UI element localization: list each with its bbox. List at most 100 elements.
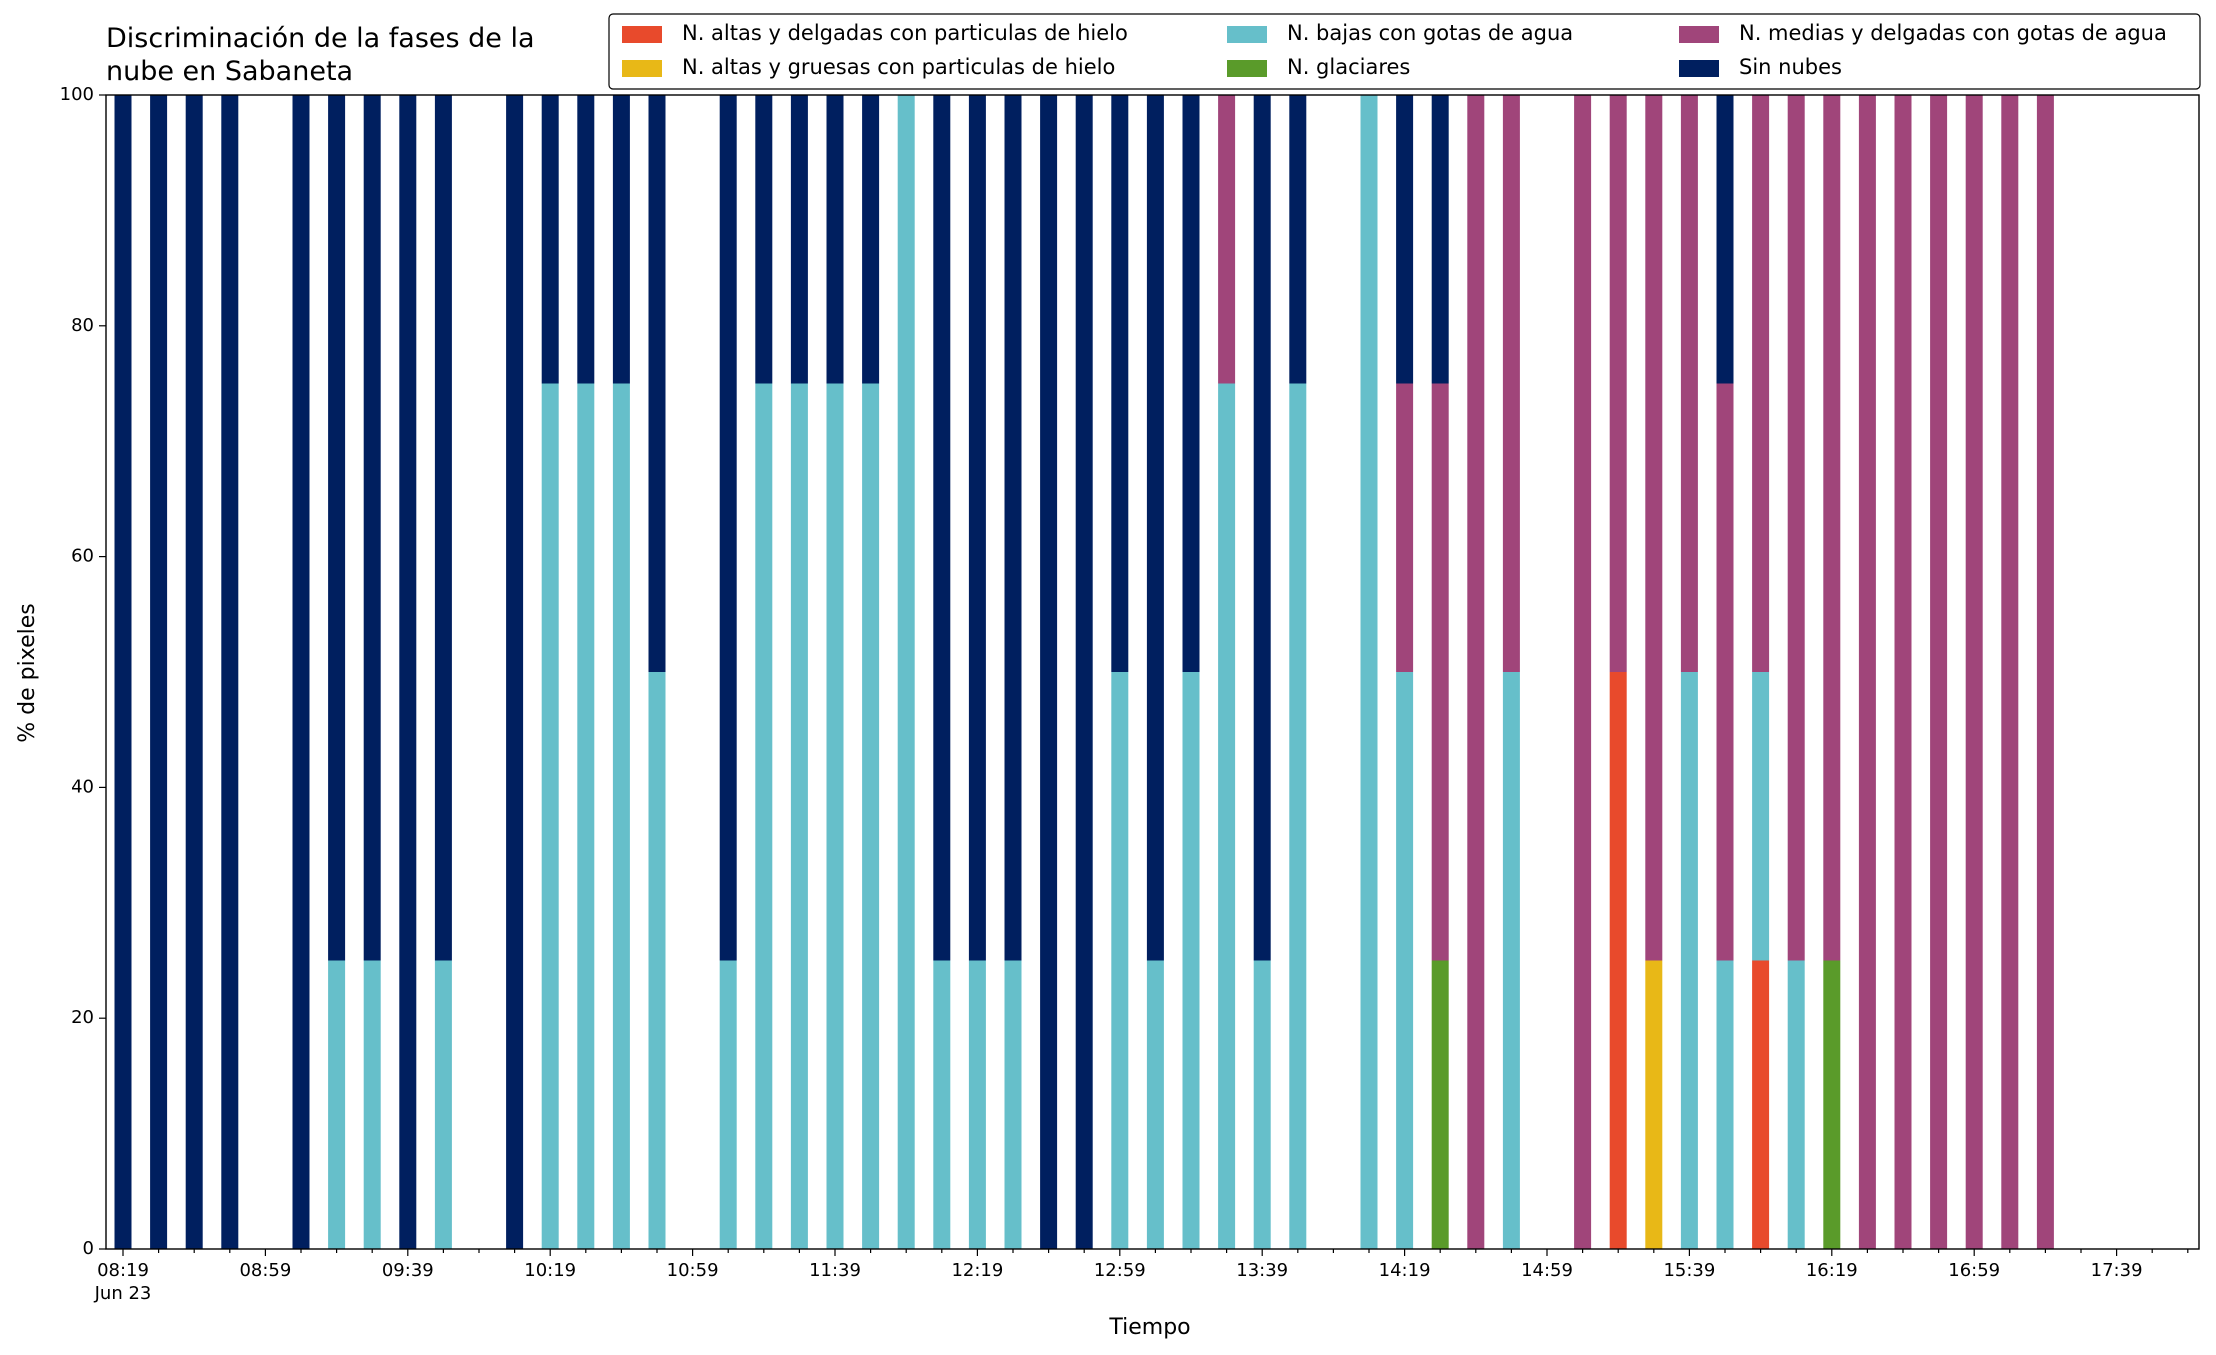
bar-segment: [1289, 95, 1307, 384]
bar-segment: [1716, 960, 1734, 1249]
x-tick-label: 08:19: [97, 1260, 149, 1281]
bar-segment: [1396, 95, 1414, 384]
legend-label: N. glaciares: [1287, 55, 1410, 79]
bar-segment: [541, 383, 559, 1249]
x-tick-label: 14:19: [1379, 1260, 1431, 1281]
y-tick-label: 80: [71, 315, 94, 336]
bar-segment: [719, 95, 737, 961]
bar-segment: [1858, 95, 1876, 1249]
legend-label: N. altas y delgadas con particulas de hi…: [682, 21, 1128, 45]
legend-swatch: [1679, 26, 1719, 43]
x-tick-label: 12:59: [1094, 1260, 1146, 1281]
bar-segment: [1396, 672, 1414, 1249]
bar-segment: [1574, 95, 1592, 1249]
bar-segment: [150, 95, 168, 1249]
bar-segment: [1146, 960, 1164, 1249]
bar-segment: [1752, 95, 1770, 672]
bar-segment: [790, 95, 808, 384]
legend-swatch: [1679, 60, 1719, 77]
bar-segment: [1111, 672, 1129, 1249]
bar-segment: [577, 383, 595, 1249]
bar-segment: [1787, 95, 1805, 961]
chart-title: Discriminación de la fases de la nube en…: [106, 23, 535, 87]
x-date-label: Jun 23: [94, 1283, 152, 1304]
bar-segment: [1752, 672, 1770, 961]
legend-swatch: [622, 60, 662, 77]
legend-box: [608, 13, 2201, 90]
bar-segment: [1894, 95, 1912, 1249]
bar-segment: [1289, 383, 1307, 1249]
bar-segment: [1182, 95, 1200, 672]
bar-segment: [328, 960, 346, 1249]
bar-segment: [1502, 672, 1520, 1249]
bar-segment: [1111, 95, 1129, 672]
bar-segment: [1823, 95, 1841, 961]
y-axis-label: % de pixeles: [15, 603, 40, 742]
x-tick-label: 09:39: [382, 1260, 434, 1281]
bar-segment: [1609, 672, 1627, 1249]
bar-segment: [541, 95, 559, 384]
bar-segment: [790, 383, 808, 1249]
x-tick-label: 16:19: [1806, 1260, 1858, 1281]
bar-segment: [221, 95, 239, 1249]
bar-segment: [1253, 95, 1271, 961]
bar-segment: [648, 95, 666, 672]
bar-segment: [506, 95, 524, 1249]
bar-segment: [968, 95, 986, 961]
x-tick-label: 13:39: [1236, 1260, 1288, 1281]
bar-segment: [1075, 95, 1093, 1249]
bar-segment: [1004, 95, 1022, 961]
bar-segment: [826, 95, 844, 384]
bar-segment: [1645, 960, 1663, 1249]
bar-segment: [862, 383, 880, 1249]
bar-segment: [1609, 95, 1627, 672]
bar-segment: [612, 95, 630, 384]
legend-label: Sin nubes: [1739, 55, 1842, 79]
y-tick-label: 60: [71, 546, 94, 567]
legend-swatch: [1227, 60, 1267, 77]
legend-label: N. bajas con gotas de agua: [1287, 21, 1573, 45]
bar-segment: [2036, 95, 2054, 1249]
bar-segment: [1431, 960, 1449, 1249]
bar-segment: [1467, 95, 1485, 1249]
bar-segment: [399, 95, 417, 1249]
bar-segment: [1253, 960, 1271, 1249]
bar-segment: [612, 383, 630, 1249]
bar-segment: [897, 95, 915, 1249]
y-tick-label: 0: [83, 1238, 94, 1259]
bar-segment: [292, 95, 310, 1249]
bar-segment: [719, 960, 737, 1249]
x-tick-label: 08:59: [239, 1260, 291, 1281]
bar-segment: [2001, 95, 2019, 1249]
legend-label: N. altas y gruesas con particulas de hie…: [682, 55, 1115, 79]
bar-segment: [1680, 672, 1698, 1249]
bar-segment: [114, 95, 132, 1249]
y-tick-label: 100: [60, 84, 94, 105]
bar-segment: [1004, 960, 1022, 1249]
bar-segment: [755, 95, 773, 384]
bar-segment: [755, 383, 773, 1249]
bar-segment: [1645, 95, 1663, 961]
bar-segment: [1502, 95, 1520, 672]
plot-frame: [105, 94, 2200, 1250]
x-tick-label: 10:19: [524, 1260, 576, 1281]
bar-segment: [968, 960, 986, 1249]
x-tick-label: 14:59: [1521, 1260, 1573, 1281]
bar-segment: [648, 672, 666, 1249]
bar-segment: [1040, 95, 1058, 1249]
x-tick-label: 17:39: [2091, 1260, 2143, 1281]
bar-segment: [1787, 960, 1805, 1249]
bar-segment: [933, 960, 951, 1249]
bar-segment: [1182, 672, 1200, 1249]
bar-segment: [434, 95, 452, 961]
bar-segment: [826, 383, 844, 1249]
bar-segment: [1716, 383, 1734, 961]
bar-segment: [1431, 95, 1449, 384]
bar-segment: [933, 95, 951, 961]
bar-segment: [363, 960, 381, 1249]
legend-swatch: [1227, 26, 1267, 43]
bar-segment: [1431, 383, 1449, 961]
bar-segment: [1360, 95, 1378, 1249]
